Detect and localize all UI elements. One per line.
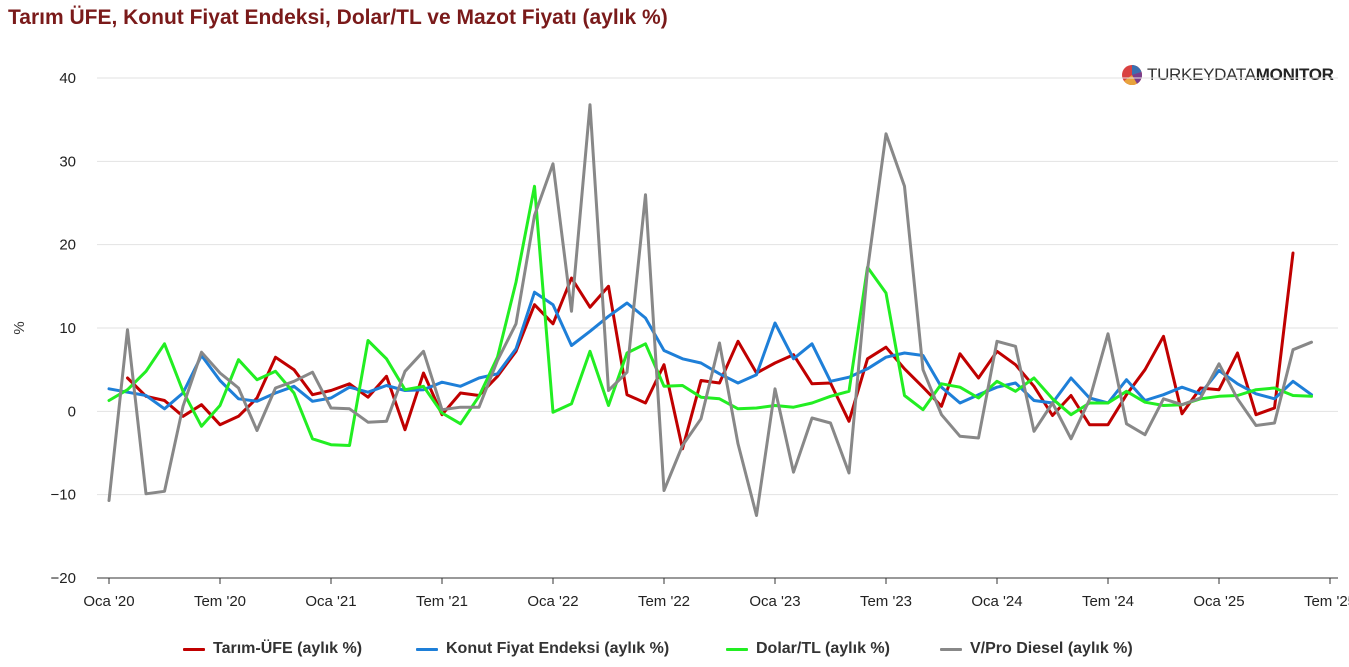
gridlines (97, 77, 1338, 579)
y-tick-label: 30 (59, 153, 76, 170)
x-tick-label: Oca '24 (971, 593, 1022, 610)
legend-swatch (940, 647, 962, 651)
x-tick-label: Oca '21 (305, 593, 356, 610)
logo-text: TURKEYDATAMONITOR (1147, 65, 1334, 84)
x-tick-label: Tem '25 (1304, 593, 1349, 610)
x-tick-label: Tem '24 (1082, 593, 1134, 610)
legend-item-dolar-tl[interactable]: Dolar/TL (aylık %) (726, 636, 890, 662)
legend-label: V/Pro Diesel (aylık %) (970, 640, 1133, 657)
y-tick-label: 10 (59, 320, 76, 337)
turkeydatamonitor-logo: TURKEYDATAMONITOR (1121, 62, 1334, 88)
legend-swatch (183, 647, 205, 651)
y-tick-label: −10 (51, 487, 76, 504)
y-tick-label: 20 (59, 237, 76, 254)
x-tick-label: Oca '20 (83, 593, 134, 610)
legend-item-konut[interactable]: Konut Fiyat Endeksi (aylık %) (416, 636, 669, 662)
series-line-0[interactable] (126, 251, 1295, 451)
chart-title: Tarım ÜFE, Konut Fiyat Endeksi, Dolar/TL… (8, 6, 668, 29)
x-tick-label: Tem '23 (860, 593, 912, 610)
legend-label: Konut Fiyat Endeksi (aylık %) (446, 640, 670, 657)
line-chart: 40 30 20 10 0 −10 −20 Oca '20 Tem '20 Oca '21 Tem… (11, 70, 1349, 610)
x-tick-label: Tem '21 (416, 593, 468, 610)
x-tick-label: Tem '22 (638, 593, 690, 610)
legend-swatch (726, 647, 748, 651)
y-tick-label: −20 (51, 570, 76, 587)
legend-item-diesel[interactable]: V/Pro Diesel (aylık %) (940, 636, 1133, 662)
x-tick-label: Tem '20 (194, 593, 246, 610)
legend[interactable]: Tarım-ÜFE (aylık %) Konut Fiyat Endeksi … (0, 636, 1349, 662)
x-tick-label: Oca '25 (1193, 593, 1244, 610)
y-axis-label: % (11, 321, 28, 334)
y-tick-label: 0 (68, 403, 76, 420)
series-lines (107, 103, 1313, 517)
x-tick-label: Oca '23 (749, 593, 800, 610)
series-line-1[interactable] (107, 290, 1313, 411)
legend-label: Dolar/TL (aylık %) (756, 640, 890, 657)
x-tick-label: Oca '22 (527, 593, 578, 610)
y-tick-label: 40 (59, 70, 76, 87)
axes (97, 577, 1338, 584)
legend-item-tarim-ufe[interactable]: Tarım-ÜFE (aylık %) (183, 636, 362, 662)
x-tick-labels: Oca '20 Tem '20 Oca '21 Tem '21 Oca '22 Tem '… (83, 593, 1349, 610)
series-line-2[interactable] (107, 184, 1313, 447)
series-line-3[interactable] (107, 103, 1313, 517)
y-tick-labels: 40 30 20 10 0 −10 −20 (51, 70, 76, 587)
legend-label: Tarım-ÜFE (aylık %) (213, 640, 363, 657)
legend-swatch (416, 647, 438, 651)
logo-pie-icon (1122, 65, 1142, 86)
